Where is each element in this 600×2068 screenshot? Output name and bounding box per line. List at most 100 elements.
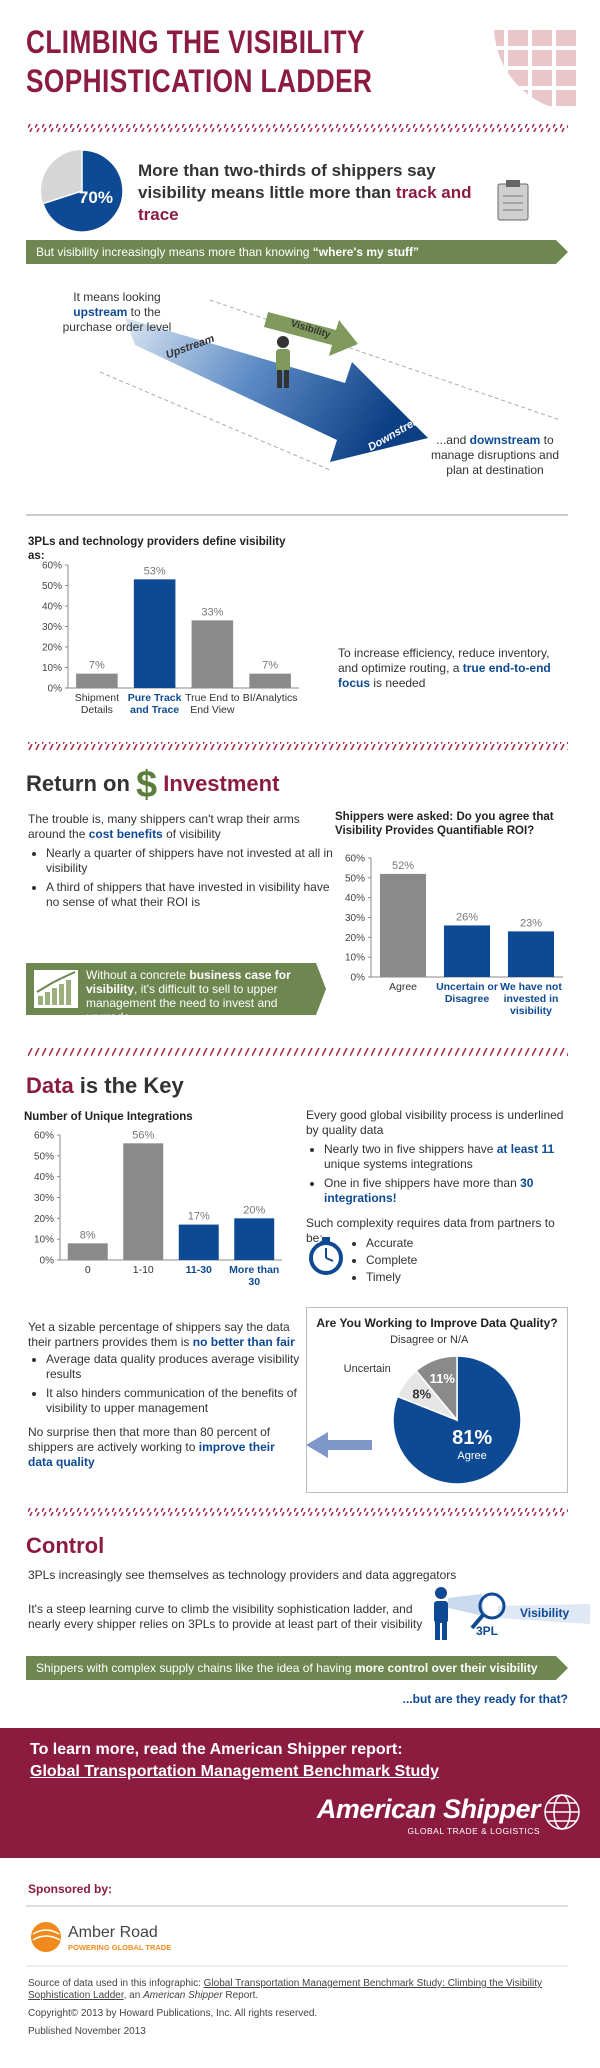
text: to manage disruptions and plan at destin…: [430, 433, 560, 477]
y-tick-label: 40%: [34, 1172, 54, 1183]
visibility-diagram: [99, 299, 561, 471]
text: Without a concrete: [86, 968, 190, 982]
report-link[interactable]: Global Transportation Management Benchma…: [30, 1763, 439, 1780]
stopwatch-icon: [309, 1237, 343, 1275]
copyright: Copyright© 2013 by Howard Publications, …: [28, 2008, 318, 2019]
y-tick-label: 20%: [345, 933, 365, 944]
requirement: Complete: [366, 1253, 516, 1268]
plot: 70%: [41, 149, 124, 233]
callout-text: Without a concrete business case for vis…: [86, 968, 316, 1024]
bar: [76, 673, 118, 688]
bar: [379, 873, 427, 977]
x-tick-label: 11-30: [185, 1264, 212, 1276]
emphasis: improve their data quality: [28, 1440, 275, 1469]
partner-bullets: Average data quality produces average vi…: [30, 1352, 321, 1420]
bar: [133, 579, 176, 688]
requirements-intro: Such complexity requires data from partn…: [306, 1216, 555, 1245]
bar: [178, 1224, 219, 1260]
control-intro: 3PLs increasingly see themselves as tech…: [28, 1568, 457, 1582]
text: is the Key: [73, 1073, 184, 1098]
x-tick-label: True End to End View: [185, 692, 240, 716]
pie-slice: [42, 149, 124, 233]
y-tick-label: 50%: [34, 1151, 54, 1162]
text: , an: [123, 1990, 144, 2001]
x-tick-label: Pure Track and Trace: [127, 692, 182, 716]
y-tick-label: 0%: [48, 684, 63, 695]
y-tick-label: 50%: [345, 873, 365, 884]
title: SOPHISTICATION LADDER: [26, 63, 373, 99]
emphasis: more control over their visibility: [354, 1661, 538, 1675]
dollar-icon: $: [136, 764, 158, 806]
bullet: It also hinders communication of the ben…: [46, 1386, 321, 1416]
question: ...but are they ready for that?: [402, 1692, 568, 1706]
bar: [191, 620, 234, 688]
text: Report.: [222, 1990, 259, 2001]
quality-bullets: Nearly two in five shippers have at leas…: [308, 1142, 579, 1210]
control-body: It's a steep learning curve to climb the…: [28, 1602, 423, 1631]
text: Data: [26, 1073, 74, 1098]
bullet: A third of shippers that have invested i…: [46, 880, 341, 910]
value-label: 8%: [80, 1229, 96, 1241]
value-label: 8%: [412, 1386, 431, 1401]
chart-title: Shippers were asked: Do you agree that V…: [335, 811, 554, 837]
emphasis: no better than fair: [192, 1335, 295, 1349]
grid-icon: [494, 30, 576, 106]
y-tick-label: 10%: [42, 663, 62, 674]
icon-label: Visibility: [520, 1606, 570, 1620]
bar: [249, 673, 291, 688]
value-label: 7%: [89, 660, 105, 672]
banner: [26, 1656, 568, 1680]
bar: [123, 1143, 164, 1260]
sponsor-name: Amber Road: [68, 1924, 158, 1941]
text: Return on: [26, 771, 130, 796]
x-tick-label: Agree: [388, 981, 418, 993]
text: More than two-thirds of shippers say vis…: [138, 161, 436, 202]
y-tick-label: 30%: [42, 622, 62, 633]
value-label: 7%: [262, 660, 278, 672]
divider: [26, 742, 568, 750]
text: unique systems integrations: [324, 1157, 473, 1171]
report-title: Global Transportation Management Benchma…: [28, 1978, 542, 2001]
plot: 0% 10% 20% 30% 40% 50% 60% 7% 53% 33% 7%: [42, 561, 299, 695]
divider: [26, 1508, 568, 1516]
x-tick-label: Uncertain or Disagree: [436, 981, 498, 1005]
sponsor-logo: [31, 1922, 61, 1952]
emphasis: upstream: [73, 305, 128, 319]
section-heading: Return on $ Investment: [26, 766, 279, 804]
text: of visibility: [162, 827, 221, 841]
chart-title: Number of Unique Integrations: [24, 1111, 193, 1123]
y-tick-label: 0%: [40, 1256, 55, 1267]
chart-title: Are You Working to Improve Data Quality?: [316, 1316, 558, 1330]
arrow-icon: [306, 1432, 372, 1458]
banner-text: But visibility increasingly means more t…: [36, 245, 556, 260]
bar: [507, 931, 555, 977]
value-label: 20%: [243, 1204, 265, 1216]
y-tick-label: 30%: [345, 913, 365, 924]
text: to the purchase order level: [62, 305, 172, 334]
roi-bullets: Nearly a quarter of shippers have not in…: [30, 846, 341, 914]
y-tick-label: 10%: [34, 1235, 54, 1246]
section-heading: Data is the Key: [26, 1072, 184, 1100]
upstream-note: It means looking upstream to the purchas…: [52, 290, 182, 335]
emphasis: 30 integrations!: [324, 1176, 534, 1205]
bullet: One in five shippers have more than 30 i…: [324, 1176, 579, 1206]
text: Source of data used in this infographic:: [28, 1978, 204, 1989]
requirement: Accurate: [366, 1236, 516, 1251]
clipboard-icon: [497, 180, 529, 221]
y-tick-label: 0%: [351, 973, 366, 984]
control-icon: [434, 1587, 590, 1640]
headline: More than two-thirds of shippers say vis…: [138, 160, 503, 226]
pie-chart: Are You Working to Improve Data Quality?…: [306, 1307, 568, 1493]
text: To increase efficiency, reduce inventory…: [338, 646, 550, 675]
value-label: 23%: [520, 917, 542, 929]
bar: [234, 1218, 275, 1260]
x-tick-label: Shipment Details: [74, 692, 120, 716]
definition-note: To increase efficiency, reduce inventory…: [338, 646, 563, 691]
sponsored-label: Sponsored by:: [28, 1882, 113, 1896]
emphasis: downstream: [469, 433, 541, 447]
x-tick-label: More than 30: [229, 1264, 280, 1288]
y-tick-label: 40%: [345, 893, 365, 904]
y-tick-label: 60%: [345, 854, 365, 865]
text: But visibility increasingly means more t…: [36, 245, 313, 259]
y-tick-label: 60%: [34, 1131, 54, 1142]
